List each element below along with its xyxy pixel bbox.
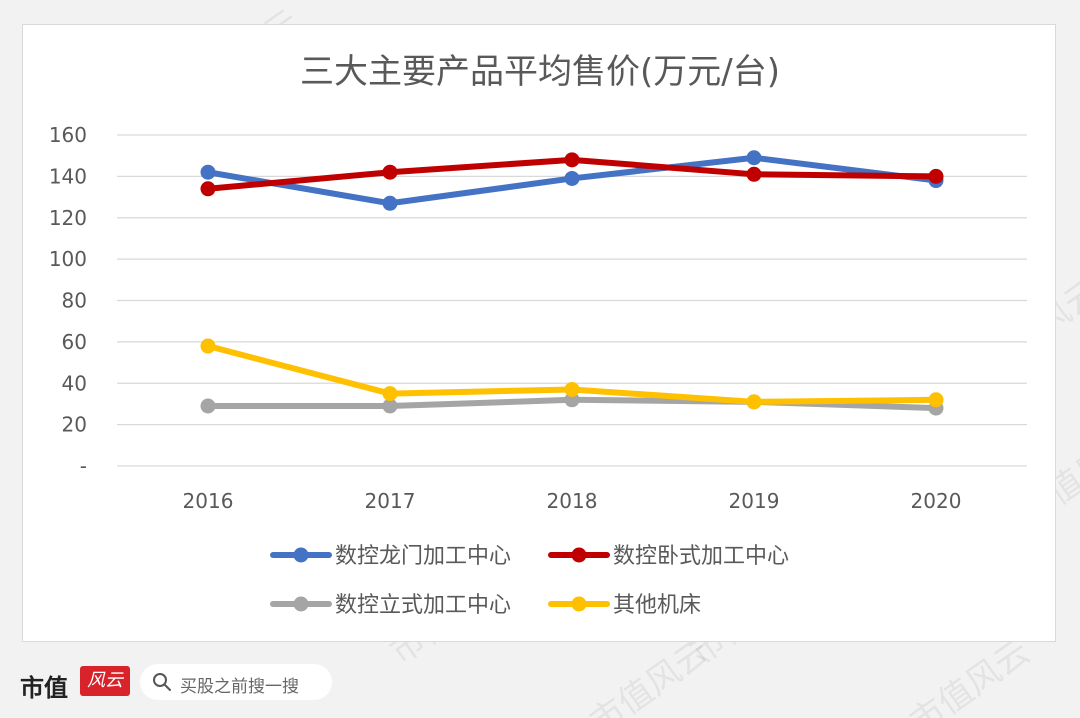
data-point <box>746 394 762 410</box>
grid-lines <box>117 134 1027 467</box>
x-tick-label: 2019 <box>729 489 780 513</box>
y-tick-label: 120 <box>49 206 87 230</box>
data-point <box>564 392 580 408</box>
data-point <box>382 164 398 180</box>
legend-swatch-marker <box>571 596 587 612</box>
legend-label: 数控立式加工中心 <box>335 593 511 618</box>
data-point <box>200 338 216 354</box>
y-axis-ticks: - 20 40 60 80 100 120 140 160 <box>49 123 87 478</box>
line-chart: 三大主要产品平均售价(万元/台) - 20 40 60 80 100 120 140 160 2… <box>49 52 1027 618</box>
x-axis-ticks: 2016 2017 2018 2019 2020 <box>183 489 962 513</box>
brand-logo-icon: 风云 <box>80 666 130 696</box>
brand-name: 市值 <box>20 674 68 702</box>
search-icon <box>153 673 171 691</box>
series-lines <box>200 150 944 416</box>
data-point <box>382 195 398 211</box>
data-point <box>746 150 762 166</box>
data-point <box>564 170 580 186</box>
legend-item: 数控卧式加工中心 <box>548 544 789 569</box>
y-tick-label: 80 <box>62 289 87 313</box>
y-tick-label: 160 <box>49 123 87 147</box>
chart-title: 三大主要产品平均售价(万元/台) <box>300 52 780 92</box>
data-point <box>564 152 580 168</box>
y-tick-label: - <box>80 454 87 478</box>
x-tick-label: 2018 <box>547 489 598 513</box>
x-tick-label: 2020 <box>911 489 962 513</box>
y-tick-label: 60 <box>62 330 87 354</box>
data-point <box>382 398 398 414</box>
chart-frame: 三大主要产品平均售价(万元/台) - 20 40 60 80 100 120 140 160 2… <box>22 24 1056 642</box>
legend-swatch-marker <box>293 596 309 612</box>
data-point <box>200 164 216 180</box>
y-tick-label: 100 <box>49 247 87 271</box>
data-point <box>382 386 398 402</box>
y-tick-label: 20 <box>62 413 87 437</box>
legend-item: 数控立式加工中心 <box>270 593 511 618</box>
x-tick-label: 2017 <box>365 489 416 513</box>
legend-item: 其他机床 <box>548 593 701 618</box>
search-box[interactable]: 买股之前搜一搜 <box>140 664 332 700</box>
data-point <box>564 381 580 397</box>
search-placeholder: 买股之前搜一搜 <box>180 677 299 697</box>
data-point <box>746 166 762 182</box>
data-point <box>200 398 216 414</box>
data-point <box>928 168 944 184</box>
legend-item: 数控龙门加工中心 <box>270 544 511 569</box>
legend-swatch-marker <box>571 547 587 563</box>
x-tick-label: 2016 <box>183 489 234 513</box>
legend-label: 数控卧式加工中心 <box>613 544 789 569</box>
legend-label: 数控龙门加工中心 <box>335 544 511 569</box>
data-point <box>200 181 216 197</box>
y-tick-label: 40 <box>62 371 87 395</box>
footer-bar: 市值 风云 买股之前搜一搜 <box>0 650 1080 718</box>
legend-label: 其他机床 <box>613 593 701 618</box>
legend-swatch-marker <box>293 547 309 563</box>
y-tick-label: 140 <box>49 164 87 188</box>
data-point <box>928 392 944 408</box>
